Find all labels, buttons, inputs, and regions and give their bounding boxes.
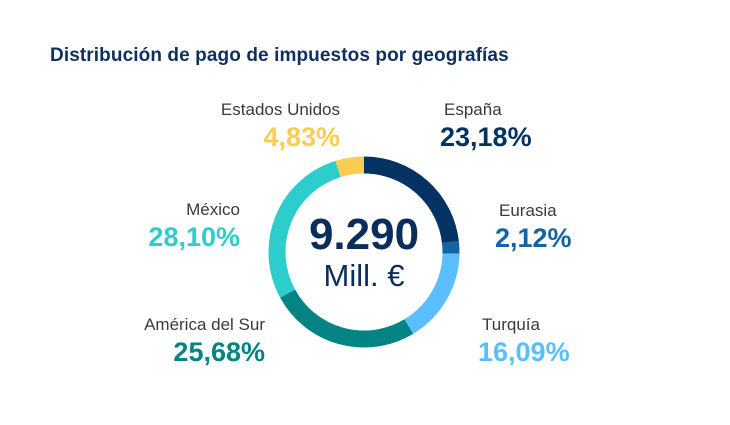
label-estados-unidos: Estados Unidos 4,83% bbox=[160, 99, 340, 153]
slice-value-mexico: 28,10% bbox=[148, 222, 240, 252]
slice-name-eurasia: Eurasia bbox=[499, 201, 557, 220]
slice-value-eurasia: 2,12% bbox=[495, 223, 572, 253]
slice-value-estados-unidos: 4,83% bbox=[263, 122, 340, 152]
donut-slice-espana bbox=[363, 156, 459, 244]
label-turquia: Turquía 16,09% bbox=[478, 314, 638, 368]
slice-value-turquia: 16,09% bbox=[478, 337, 570, 367]
center-total-value: 9.290 bbox=[308, 210, 420, 259]
donut-slice-turquia bbox=[404, 253, 460, 334]
slice-name-america-del-sur: América del Sur bbox=[144, 315, 265, 334]
label-america-del-sur: América del Sur 25,68% bbox=[80, 314, 265, 368]
slice-name-espana: España bbox=[444, 100, 502, 119]
donut-slice-mexico bbox=[268, 160, 341, 298]
donut-slice-estados-unidos bbox=[335, 156, 365, 178]
chart-title: Distribución de pago de impuestos por ge… bbox=[50, 45, 509, 66]
donut-slice-eurasia bbox=[441, 241, 460, 254]
slice-value-espana: 23,18% bbox=[440, 122, 532, 152]
label-espana: España 23,18% bbox=[440, 99, 600, 153]
label-mexico: México 28,10% bbox=[80, 199, 240, 253]
slice-name-mexico: México bbox=[186, 200, 240, 219]
slice-name-estados-unidos: Estados Unidos bbox=[220, 100, 340, 119]
slice-value-america-del-sur: 25,68% bbox=[173, 337, 265, 367]
donut-slice-america-del-sur bbox=[280, 289, 414, 348]
center-total-unit: Mill. € bbox=[323, 258, 405, 293]
label-eurasia: Eurasia 2,12% bbox=[495, 200, 655, 254]
slice-name-turquia: Turquía bbox=[482, 315, 540, 334]
